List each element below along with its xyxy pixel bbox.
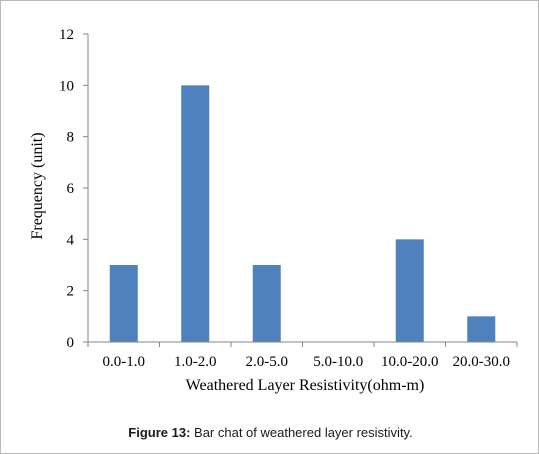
y-axis-ticks: 0 2 4 6 8 10 12	[59, 27, 88, 351]
bars	[109, 85, 496, 342]
axes	[87, 34, 517, 343]
x-tick-label: 5.0-10.0	[313, 354, 363, 370]
bar-2.0-5.0	[252, 265, 281, 342]
x-tick-label: 0.0-1.0	[103, 354, 146, 370]
x-axis-title: Weathered Layer Resistivity(ohm-m)	[186, 377, 425, 394]
bar-20.0-30.0	[467, 316, 496, 342]
y-tick-label: 12	[59, 27, 74, 43]
caption-label: Figure 13:	[128, 425, 191, 440]
y-tick-label: 4	[67, 232, 75, 248]
y-tick-label: 6	[67, 181, 75, 197]
y-axis-title: Frequency (unit)	[29, 132, 46, 239]
x-tick-label: 20.0-30.0	[453, 354, 511, 370]
y-tick-label: 10	[59, 78, 74, 94]
bar-chart: 0 2 4 6 8 10 12 0.0-1.0 1.0-2.0 2.0-5.0 5.0-10.0 1…	[29, 27, 518, 394]
caption-text: Bar chat of weathered layer resistivity.	[190, 425, 413, 440]
figure-caption: Figure 13: Bar chat of weathered layer r…	[1, 425, 539, 440]
x-axis-ticks: 0.0-1.0 1.0-2.0 2.0-5.0 5.0-10.0 10.0-20.0 20…	[87, 342, 518, 370]
bar-1.0-2.0	[181, 85, 210, 342]
y-tick-label: 2	[67, 284, 75, 300]
y-tick-label: 8	[67, 130, 75, 146]
x-tick-label: 10.0-20.0	[381, 354, 439, 370]
bar-0.0-1.0	[109, 265, 138, 342]
y-tick-label: 0	[67, 335, 75, 351]
bar-10.0-20.0	[395, 239, 424, 342]
x-tick-label: 1.0-2.0	[174, 354, 217, 370]
x-tick-label: 2.0-5.0	[246, 354, 289, 370]
